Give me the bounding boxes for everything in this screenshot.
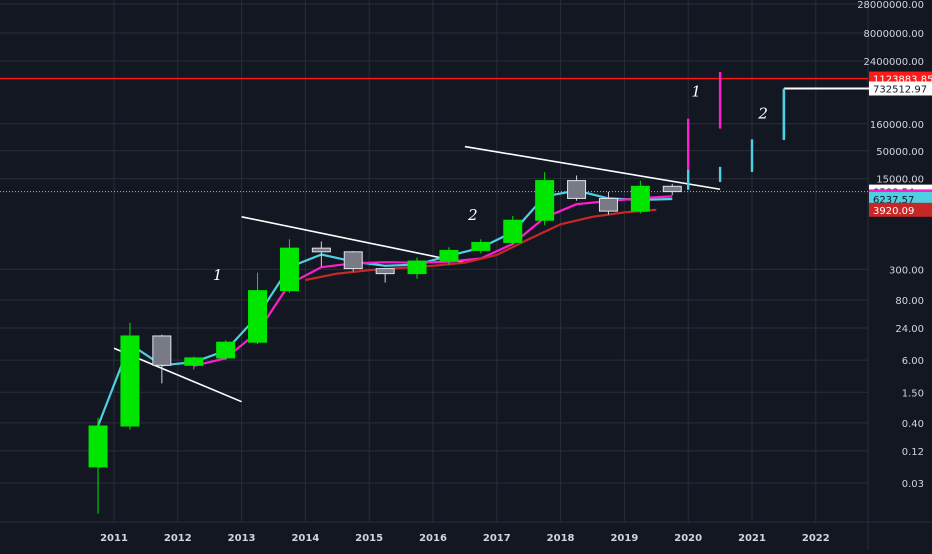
- candle-body: [311, 247, 331, 253]
- candle: [248, 272, 268, 345]
- candle: [567, 175, 587, 201]
- price-badge-label: 3920.09: [873, 206, 914, 217]
- x-axis: 2011 2012 2013 2014 2015 2016 2017 2018 2019 2020…: [100, 533, 830, 544]
- ma-line-red: [305, 208, 657, 282]
- candles: [88, 172, 682, 514]
- y-tick-label: 28000000.00: [857, 0, 924, 11]
- candle: [471, 239, 491, 254]
- price-badge-label: 6237.57: [873, 195, 914, 206]
- candle-body: [343, 251, 363, 270]
- y-tick-label: 80.00: [895, 296, 924, 307]
- x-tick-label: 2017: [483, 533, 511, 544]
- candle: [343, 251, 363, 272]
- candle: [598, 191, 618, 215]
- y-tick-label: 0.40: [902, 419, 924, 430]
- y-tick-label: 2400000.00: [864, 57, 924, 68]
- candle-body: [216, 341, 236, 359]
- wave-label: 2: [757, 105, 768, 123]
- price-badge-label: 1123883.85: [873, 75, 932, 86]
- y-tick-label: 300.00: [889, 265, 924, 276]
- price-badge: 6237.57: [869, 192, 932, 207]
- moving-averages: [96, 189, 673, 427]
- y-tick-label: 160000.00: [870, 120, 924, 131]
- y-tick-label: 50000.00: [876, 147, 924, 158]
- candle-body: [439, 249, 459, 262]
- y-tick-label: 8000000.00: [864, 29, 924, 40]
- price-badge-bg: [869, 192, 932, 207]
- price-badge: 732512.97: [869, 81, 932, 96]
- candle-body: [662, 185, 682, 193]
- y-tick-label: 24.00: [895, 324, 924, 335]
- candle-body: [375, 268, 395, 275]
- candle-body: [567, 180, 587, 199]
- candle-body: [630, 185, 650, 212]
- y-tick-label: 0.03: [902, 479, 924, 490]
- candle: [311, 241, 331, 267]
- candle-body: [279, 247, 299, 292]
- x-tick-label: 2020: [674, 533, 702, 544]
- candle-body: [503, 219, 523, 243]
- x-tick-label: 2013: [228, 533, 256, 544]
- candle: [88, 417, 108, 514]
- candle-body: [471, 241, 491, 251]
- candle-body: [120, 335, 140, 427]
- candle: [152, 334, 172, 384]
- trendline: [241, 216, 466, 264]
- x-tick-label: 2011: [100, 533, 128, 544]
- candle-body: [184, 357, 204, 366]
- y-tick-label: 0.12: [902, 447, 924, 458]
- x-tick-label: 2019: [610, 533, 638, 544]
- x-tick-label: 2014: [291, 533, 319, 544]
- x-tick-label: 2018: [547, 533, 575, 544]
- trendline: [464, 145, 721, 191]
- x-tick-label: 2012: [164, 533, 192, 544]
- price-badge-bg: [869, 81, 932, 96]
- price-badge-bg: [869, 202, 932, 217]
- candle: [535, 172, 555, 226]
- candle: [439, 247, 459, 266]
- candle: [503, 215, 523, 244]
- candle: [407, 257, 427, 279]
- candle: [662, 183, 682, 196]
- horizontal-line: [0, 77, 868, 193]
- wave-label: 1: [213, 266, 223, 284]
- candle-body: [248, 290, 268, 343]
- x-tick-label: 2022: [802, 533, 830, 544]
- ma-line-cyan: [96, 189, 673, 427]
- candle-body: [598, 197, 618, 212]
- candle: [279, 239, 299, 293]
- candle: [375, 267, 395, 283]
- y-axis: 0.03 0.12 0.40 1.50 6.00 24.00 80.00 300.00 1500…: [857, 0, 924, 490]
- wave-label: 1: [691, 82, 701, 100]
- candle-body: [535, 180, 555, 221]
- y-tick-label: 15000.00: [876, 175, 924, 186]
- price-badge: 3920.09: [869, 202, 932, 217]
- candle-body: [152, 335, 172, 366]
- price-badges: 1123883.85732512.978588.546991.846237.57…: [869, 71, 932, 217]
- candle: [120, 322, 140, 430]
- candle-body: [407, 260, 427, 275]
- candle-body: [88, 425, 108, 468]
- wave-label: 2: [467, 206, 478, 224]
- price-badge-label: 732512.97: [873, 84, 927, 95]
- candle: [216, 340, 236, 361]
- y-tick-label: 6.00: [902, 356, 924, 367]
- x-tick-label: 2015: [355, 533, 383, 544]
- x-tick-label: 2021: [738, 533, 766, 544]
- candle: [630, 180, 650, 214]
- y-tick-label: 1.50: [902, 388, 924, 399]
- x-tick-label: 2016: [419, 533, 447, 544]
- wave-labels: 1 2 1 2: [213, 82, 768, 284]
- candle: [184, 356, 204, 370]
- ma-line-magenta: [193, 195, 673, 367]
